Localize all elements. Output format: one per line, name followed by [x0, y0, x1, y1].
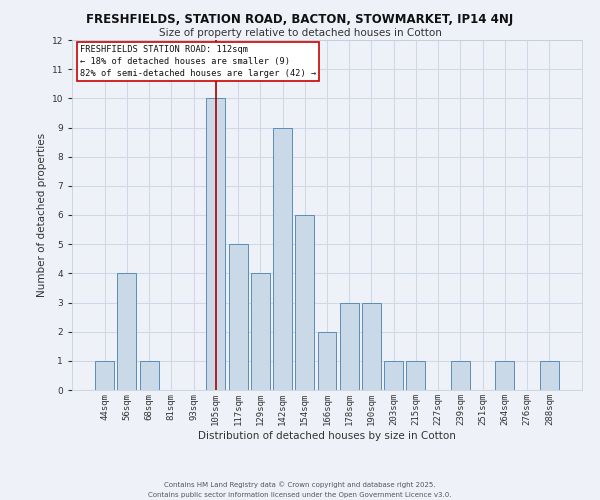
X-axis label: Distribution of detached houses by size in Cotton: Distribution of detached houses by size …	[198, 430, 456, 440]
Bar	[229, 244, 248, 390]
Bar	[362, 302, 381, 390]
Text: Contains HM Land Registry data © Crown copyright and database right 2025.: Contains HM Land Registry data © Crown c…	[164, 481, 436, 488]
Bar	[496, 361, 514, 390]
Bar	[140, 361, 158, 390]
Text: FRESHFIELDS, STATION ROAD, BACTON, STOWMARKET, IP14 4NJ: FRESHFIELDS, STATION ROAD, BACTON, STOWM…	[86, 12, 514, 26]
Bar	[118, 274, 136, 390]
Bar	[340, 302, 359, 390]
Bar	[273, 128, 292, 390]
Bar	[540, 361, 559, 390]
Bar	[251, 274, 270, 390]
Bar	[406, 361, 425, 390]
Text: FRESHFIELDS STATION ROAD: 112sqm
← 18% of detached houses are smaller (9)
82% of: FRESHFIELDS STATION ROAD: 112sqm ← 18% o…	[80, 46, 316, 78]
Bar	[295, 215, 314, 390]
Bar	[206, 98, 225, 390]
Text: Size of property relative to detached houses in Cotton: Size of property relative to detached ho…	[158, 28, 442, 38]
Bar	[451, 361, 470, 390]
Bar	[317, 332, 337, 390]
Bar	[95, 361, 114, 390]
Bar	[384, 361, 403, 390]
Text: Contains public sector information licensed under the Open Government Licence v3: Contains public sector information licen…	[148, 492, 452, 498]
Y-axis label: Number of detached properties: Number of detached properties	[37, 133, 47, 297]
